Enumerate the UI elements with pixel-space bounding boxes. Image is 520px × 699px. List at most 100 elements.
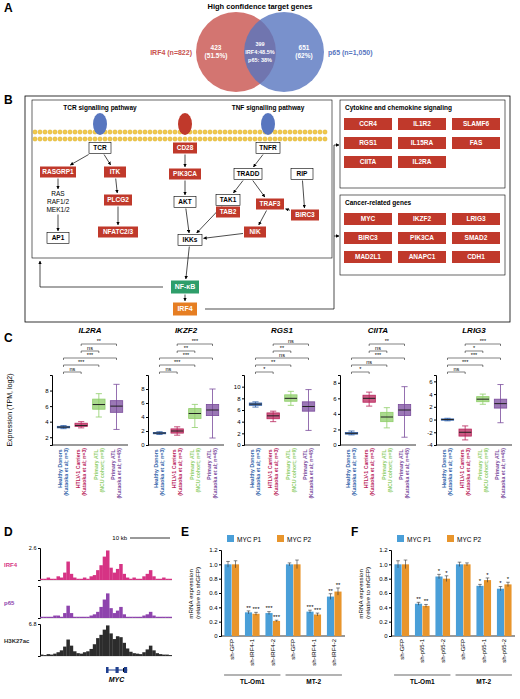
lipid — [213, 130, 217, 134]
tick-label: 6 — [141, 400, 145, 406]
lipid — [73, 130, 77, 134]
x-tick-label: Healthy Donors (Kataoka et al; n=3) — [441, 448, 453, 496]
gene-box — [398, 137, 446, 149]
signal-bin — [129, 617, 133, 618]
x-tick-label: sh-GFP — [290, 639, 296, 660]
node-box — [40, 167, 76, 178]
whisker-cap — [384, 427, 390, 428]
lipid — [128, 137, 132, 141]
tick-mark — [338, 383, 340, 384]
signal-bin — [66, 562, 70, 580]
significance-bracket — [63, 365, 98, 367]
lipid — [63, 130, 67, 134]
significance-bracket — [255, 372, 273, 374]
lipid — [213, 137, 217, 141]
signal-bin — [99, 635, 103, 656]
node-label: MEK1/2 — [46, 206, 70, 213]
bar — [476, 586, 483, 636]
error-bar — [418, 602, 419, 605]
signal-bin — [63, 647, 67, 656]
edge — [58, 179, 59, 190]
node-box — [173, 303, 197, 316]
lipid — [318, 137, 322, 141]
panel-label: D — [4, 525, 13, 539]
whisker-cap — [192, 404, 198, 405]
signal-bin — [83, 578, 87, 580]
lipid — [318, 130, 322, 134]
lipid — [38, 130, 42, 134]
y-axis-title: Expression (TPM, log2) — [6, 373, 14, 446]
error-bar — [507, 582, 508, 586]
gene-label: CDH1 — [467, 253, 485, 260]
lipid — [168, 130, 172, 134]
whisker-cap — [192, 427, 198, 428]
tick-mark — [434, 432, 436, 433]
gene-box — [398, 156, 446, 168]
signal-bin — [86, 651, 90, 656]
error-bar — [337, 588, 338, 595]
tick-mark — [242, 410, 244, 411]
x-tick-label: sh-p65-1 — [481, 638, 487, 662]
lipid — [108, 137, 112, 141]
significance-bracket — [369, 351, 387, 353]
gene-box — [398, 118, 446, 130]
signal-bin — [96, 612, 100, 618]
bar — [435, 577, 442, 636]
tick: 6 — [429, 379, 436, 385]
tick: 0 — [429, 417, 436, 423]
significance-label: ns — [165, 366, 171, 372]
lipid — [33, 130, 37, 134]
median — [189, 413, 201, 414]
box — [494, 399, 506, 408]
lipid — [38, 137, 42, 141]
node-label: ITK — [110, 168, 121, 175]
tick: 2 — [333, 427, 340, 433]
tick-label: 0 — [333, 442, 337, 448]
tick-mark — [219, 622, 221, 623]
tick-label: 8 — [45, 388, 49, 394]
lipid — [173, 137, 177, 141]
tick-mark — [338, 414, 340, 415]
node-label: IRF4 — [177, 305, 192, 312]
panel-label: F — [351, 525, 358, 539]
lipid — [113, 137, 117, 141]
signal-bin — [165, 617, 169, 618]
bar — [314, 615, 321, 637]
gene-box — [398, 232, 446, 244]
edge — [40, 261, 163, 287]
tick: 8 — [333, 380, 340, 386]
lipid — [273, 137, 277, 141]
node-box — [234, 169, 262, 180]
signal-bin — [43, 655, 47, 656]
lipid — [58, 130, 62, 134]
signal-bin — [136, 654, 140, 656]
tick-label: 1.2 — [379, 547, 388, 553]
signal-bin — [152, 616, 156, 618]
chart-title: CIITA — [368, 326, 389, 335]
tick-mark — [242, 433, 244, 434]
significance-label: *** — [471, 352, 478, 358]
bar — [394, 564, 401, 636]
tick-label: 4 — [333, 411, 337, 417]
tick-mark — [434, 381, 436, 382]
tick-mark — [242, 422, 244, 423]
signal-bin — [90, 649, 94, 656]
gene-box — [452, 137, 500, 149]
tick: 4 — [45, 419, 52, 425]
error-bar — [426, 604, 427, 607]
significance-bracket — [63, 372, 81, 374]
tick: 1.2 — [209, 547, 221, 553]
signal-bin — [80, 654, 84, 656]
gene-label: IKZF2 — [413, 215, 431, 222]
x-tick-label: Healthy Donors (Kataoka et al; n=3) — [345, 448, 357, 496]
tick-mark — [434, 394, 436, 395]
node-label: NIK — [249, 228, 261, 235]
signal-bin — [60, 617, 64, 618]
tick-label: 2 — [429, 404, 433, 410]
box-chart: 0246810RGS1***ns**nsHealthy Donors (Kata… — [234, 326, 320, 499]
significance-label: ns — [366, 359, 372, 365]
lipid — [173, 130, 177, 134]
lipid — [288, 130, 292, 134]
significance-label: *** — [174, 359, 181, 365]
lipid — [48, 137, 52, 141]
